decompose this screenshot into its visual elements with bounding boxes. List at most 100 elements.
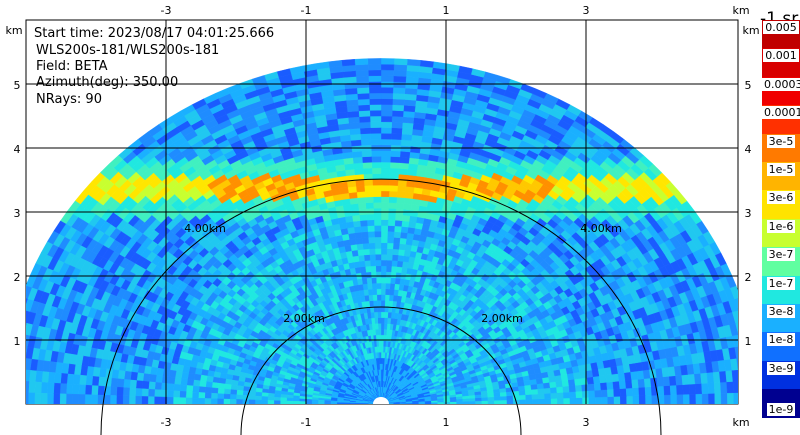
radar-gate <box>367 63 382 71</box>
radar-gate <box>720 381 728 394</box>
radar-gate <box>371 288 378 296</box>
radar-gate <box>531 388 539 395</box>
radar-gate <box>358 115 371 123</box>
radar-gate <box>396 196 405 204</box>
radar-gate <box>367 225 375 232</box>
radar-gate <box>368 236 376 244</box>
radar-gate <box>569 391 577 399</box>
radar-gate <box>400 226 409 234</box>
radar-gate <box>406 59 421 67</box>
radar-gate <box>617 372 626 382</box>
radar-gate <box>694 373 702 385</box>
radar-gate <box>380 110 393 117</box>
radar-gate <box>387 311 392 319</box>
radar-gate <box>364 265 372 273</box>
radar-gate <box>388 196 398 204</box>
radar-gate <box>382 340 387 347</box>
radar-gate <box>400 139 412 147</box>
radar-gate <box>370 127 382 134</box>
radar-gate <box>355 179 365 187</box>
radar-gate <box>713 382 722 394</box>
radar-gate <box>377 317 382 324</box>
radar-gate <box>355 237 363 245</box>
radar-gate <box>380 150 391 157</box>
radar-gate <box>396 191 406 198</box>
radar-gate <box>670 394 678 404</box>
radar-gate <box>374 236 382 244</box>
radar-gate <box>380 248 388 255</box>
radar-gate <box>383 328 387 336</box>
radar-gate <box>357 196 366 204</box>
radar-gate <box>663 385 671 396</box>
radar-gate <box>556 392 564 399</box>
radar-gate <box>620 395 627 404</box>
radar-gate <box>380 92 394 100</box>
radar-gate <box>392 248 400 256</box>
radar-gate <box>751 368 758 380</box>
radar-gate <box>362 248 370 256</box>
radar-gate <box>612 380 621 390</box>
radar-gate <box>391 121 403 129</box>
radar-gate <box>401 127 413 135</box>
radar-gate <box>384 311 389 319</box>
radar-gate <box>736 357 738 370</box>
radar-gate <box>406 232 415 240</box>
radar-gate <box>350 203 359 211</box>
radar-gate <box>380 179 390 186</box>
radar-gate <box>404 93 417 101</box>
radar-gate <box>388 190 398 198</box>
radar-gate <box>638 395 646 404</box>
radar-gate <box>632 395 640 404</box>
radar-gate <box>487 396 495 401</box>
radar-gate <box>395 272 402 279</box>
radar-gate <box>388 202 397 209</box>
radar-gate <box>657 385 665 396</box>
radar-gate <box>380 265 387 272</box>
radar-gate <box>365 208 374 215</box>
radar-gate <box>393 231 401 239</box>
radar-gate <box>734 297 738 311</box>
radar-gate <box>380 202 389 209</box>
radar-gate <box>374 248 382 255</box>
radar-gate <box>487 400 495 404</box>
radar-gate <box>380 115 393 123</box>
radar-gate <box>384 294 390 301</box>
radar-gate <box>695 383 703 395</box>
radar-gate <box>352 220 361 228</box>
radar-gate <box>380 317 385 324</box>
radar-gate <box>353 226 362 234</box>
radar-gate <box>390 271 397 279</box>
radar-gate <box>387 225 395 232</box>
radar-gate <box>588 390 596 398</box>
radar-gate <box>719 370 727 383</box>
radar-gate <box>367 231 375 238</box>
radar-gate <box>743 357 751 369</box>
radar-gate <box>401 214 411 222</box>
radar-gate <box>357 202 367 210</box>
radar-gate <box>361 237 369 244</box>
radar-gate <box>353 168 364 176</box>
radar-gate <box>371 161 382 169</box>
radar-gate <box>566 372 575 381</box>
radar-gate <box>394 277 401 285</box>
radar-gate <box>518 389 526 396</box>
radar-gate <box>393 237 401 244</box>
radar-gate <box>525 394 533 400</box>
radar-gate <box>371 282 377 290</box>
radar-gate <box>388 294 394 302</box>
radar-gate <box>380 104 393 111</box>
radar-gate <box>380 161 391 169</box>
radar-gate <box>619 388 627 397</box>
radar-gate <box>387 231 395 238</box>
radar-gate <box>363 254 371 262</box>
radar-gate <box>720 392 728 404</box>
radar-gate <box>370 271 377 278</box>
radar-gate <box>599 374 607 384</box>
radar-gate <box>380 363 383 370</box>
radar-gate <box>352 156 363 164</box>
radar-gate <box>681 374 690 385</box>
radar-gate <box>380 300 386 307</box>
radar-gate <box>388 300 394 307</box>
radar-gate <box>651 394 659 404</box>
radar-gate <box>364 185 374 192</box>
